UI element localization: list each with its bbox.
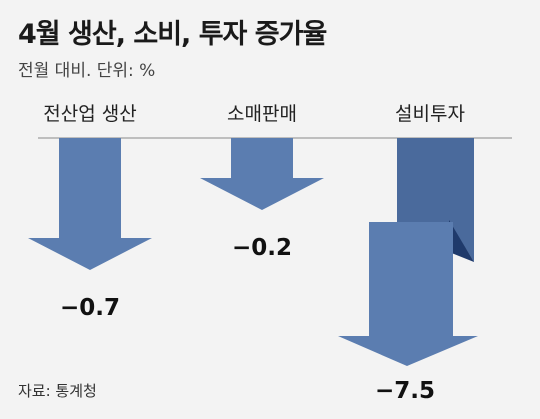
bar-arrow <box>200 138 324 210</box>
bar-arrow <box>28 138 152 270</box>
bar-arrow-fold <box>449 220 474 262</box>
bar-arrow-upper <box>397 138 474 262</box>
category-label: 전산업 생산 <box>43 103 136 125</box>
value-label: −0.2 <box>232 235 292 261</box>
category-label: 설비투자 <box>395 103 465 125</box>
source-note: 자료: 통계청 <box>18 382 97 400</box>
category-label: 소매판매 <box>227 103 297 125</box>
value-label: −7.5 <box>375 378 435 404</box>
chart-title: 4월 생산, 소비, 투자 증가율 <box>18 19 327 50</box>
value-label: −0.7 <box>60 295 120 321</box>
bar-arrow-lower <box>338 222 478 366</box>
chart-subtitle: 전월 대비. 단위: % <box>18 61 156 81</box>
